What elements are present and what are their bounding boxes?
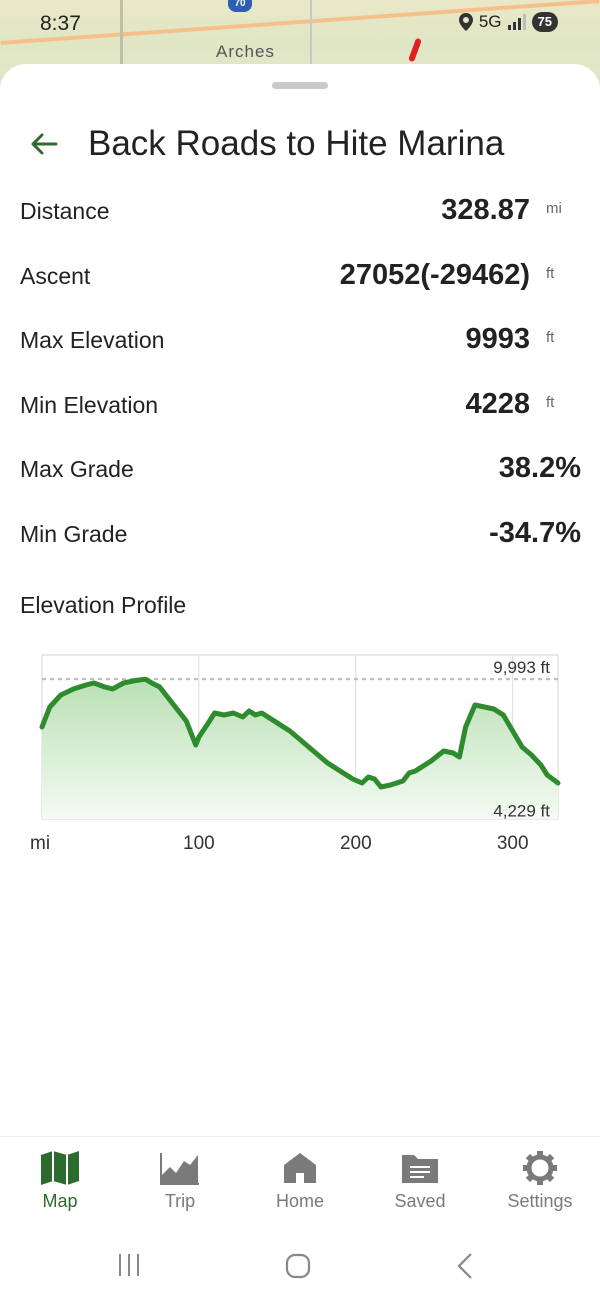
interstate-shield-icon: 70 xyxy=(228,0,252,12)
stat-label: Min Grade xyxy=(20,520,128,547)
back-arrow-icon[interactable] xyxy=(28,128,60,160)
map-icon xyxy=(41,1151,79,1185)
stat-label: Min Elevation xyxy=(20,391,159,418)
sheet-drag-handle[interactable] xyxy=(272,82,328,89)
map-route-line xyxy=(408,37,422,63)
stat-unit: ft xyxy=(546,393,555,411)
elevation-line xyxy=(39,676,561,790)
nav-label: Map xyxy=(42,1191,78,1211)
home-button-icon[interactable] xyxy=(284,1252,312,1280)
stat-value: -34.7% xyxy=(489,516,581,549)
sheet-header: Back Roads to Hite Marina xyxy=(28,124,504,164)
elevation-profile-chart[interactable]: 100 200 300 mi 9,993 ft 4,229 ft xyxy=(20,644,580,864)
stat-row-max-elevation: Max Elevation 9993 ft xyxy=(0,309,600,374)
stat-unit: ft xyxy=(546,264,555,282)
stat-row-max-grade: Max Grade 38.2% xyxy=(0,438,600,503)
saved-folder-icon xyxy=(402,1155,438,1183)
stat-value: 4228 xyxy=(465,387,530,420)
elevation-chart-svg: 100 200 300 mi 9,993 ft 4,229 ft xyxy=(30,654,561,854)
stat-row-min-elevation: Min Elevation 4228 ft xyxy=(0,374,600,439)
elevation-area xyxy=(42,679,558,819)
x-tick-label: 200 xyxy=(340,833,372,854)
stat-label: Max Elevation xyxy=(20,327,165,353)
trip-chart-icon xyxy=(160,1153,199,1185)
stat-label: Ascent xyxy=(20,262,91,289)
nav-label: Trip xyxy=(164,1191,196,1211)
status-time: 8:37 xyxy=(40,12,81,35)
x-tick-label: 100 xyxy=(183,833,215,854)
map-road xyxy=(120,0,123,90)
location-pin-icon xyxy=(458,13,473,31)
stat-unit: mi xyxy=(546,200,562,217)
stat-value: 27052(-29462) xyxy=(339,258,530,291)
home-icon xyxy=(284,1153,316,1183)
nav-trip[interactable]: Trip xyxy=(120,1151,240,1212)
stat-value: 328.87 xyxy=(441,194,530,226)
elevation-reference-label: 4,229 ft xyxy=(493,801,550,820)
stat-value: 38.2% xyxy=(498,452,581,484)
signal-icon xyxy=(507,14,526,30)
network-type: 5G xyxy=(478,12,502,31)
stat-row-ascent: Ascent 27052(-29462) ft xyxy=(0,245,600,310)
back-button-icon[interactable] xyxy=(454,1252,476,1280)
nav-map[interactable]: Map xyxy=(0,1151,120,1212)
map-road xyxy=(310,0,312,90)
system-navigation-bar xyxy=(0,1232,600,1300)
status-icons: 5G 75 xyxy=(458,12,558,32)
recent-apps-icon[interactable] xyxy=(116,1252,142,1278)
elevation-reference-label: 9,993 ft xyxy=(493,658,550,677)
nav-home[interactable]: Home xyxy=(240,1151,360,1212)
stat-value: 9993 xyxy=(465,323,530,355)
nav-label: Home xyxy=(275,1191,324,1211)
stat-label: Max Grade xyxy=(20,456,134,482)
stat-label: Distance xyxy=(20,198,110,224)
stat-unit: ft xyxy=(546,329,555,346)
nav-saved[interactable]: Saved xyxy=(360,1151,480,1212)
stat-row-min-grade: Min Grade -34.7% xyxy=(0,503,600,568)
nav-label: Saved xyxy=(394,1191,446,1211)
trip-details-sheet: Back Roads to Hite Marina Distance 328.8… xyxy=(0,64,600,1300)
x-tick-label: 300 xyxy=(497,833,529,854)
map-place-label: Arches xyxy=(216,42,275,61)
nav-label: Settings xyxy=(507,1191,573,1211)
page-title: Back Roads to Hite Marina xyxy=(88,124,505,163)
x-axis-label: mi xyxy=(30,833,50,854)
battery-icon: 75 xyxy=(531,12,558,32)
bottom-navigation: Map Trip Home Saved xyxy=(0,1136,600,1229)
trip-stats: Distance 328.87 mi Ascent 27052(-29462) … xyxy=(0,180,600,567)
nav-settings[interactable]: Settings xyxy=(480,1151,600,1212)
stat-row-distance: Distance 328.87 mi xyxy=(0,180,600,245)
settings-gear-icon xyxy=(523,1151,557,1185)
elevation-profile-title: Elevation Profile xyxy=(20,592,187,618)
